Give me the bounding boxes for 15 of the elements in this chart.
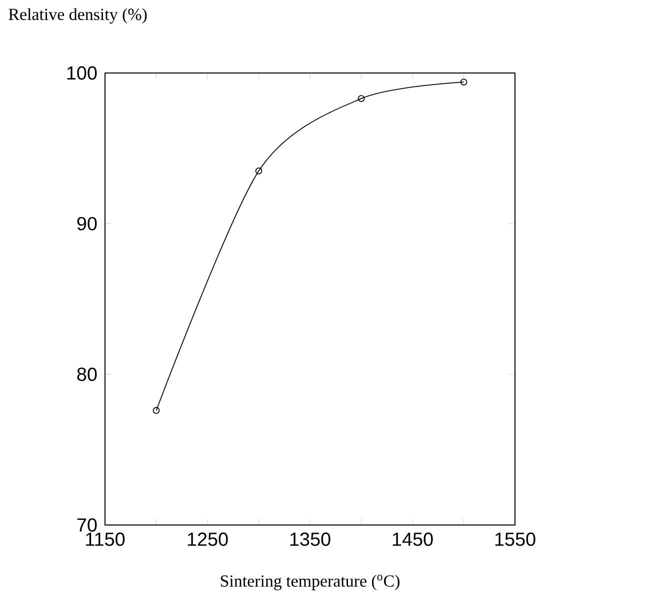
point (460, 78, 468, 86)
point (255, 168, 262, 175)
x-tick-label: 1450 (392, 532, 433, 546)
y-axis-title: Relative density (%) (8, 8, 147, 24)
y-tick-label: 90 (77, 217, 97, 231)
y-tick-label: 80 (77, 368, 97, 382)
point (358, 95, 365, 102)
x-tick-label: 1350 (290, 532, 330, 546)
x-tick-label: 1550 (495, 532, 536, 546)
y-tick-label: 100 (67, 66, 97, 80)
x-tick-label: 1150 (86, 532, 125, 546)
y-tick-label: 70 (77, 518, 97, 532)
x-tick-label: 1250 (188, 532, 228, 546)
point (152, 407, 160, 414)
x-axis-title: Sintering temperature ($^{o}$C) (220, 574, 400, 590)
